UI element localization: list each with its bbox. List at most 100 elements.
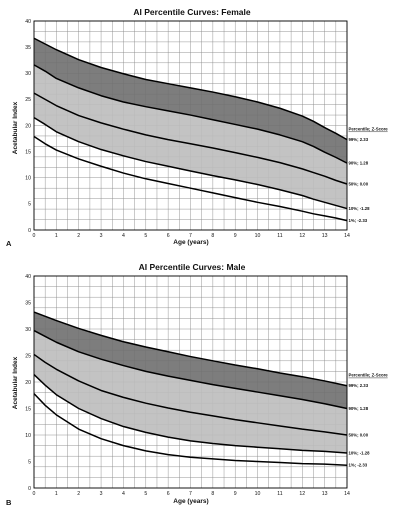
x-tick-label: 2: [77, 491, 80, 497]
x-tick-label: 11: [277, 491, 282, 497]
band-90-50: [34, 330, 347, 435]
x-tick-label: 8: [211, 491, 214, 497]
curve-p1: [33, 135, 348, 222]
series-label-p50: 50%; 0.00: [349, 182, 369, 187]
legend-header: Percentile; Z-Score: [349, 373, 389, 378]
x-tick-label: 2: [77, 233, 80, 239]
y-tick-label: 20: [25, 123, 31, 129]
y-tick-label: 30: [25, 327, 31, 333]
y-tick-label: 5: [28, 459, 31, 465]
x-tick-label: 8: [211, 233, 214, 239]
plot-frame: [33, 275, 348, 489]
x-tick-label: 5: [144, 491, 147, 497]
series-label-p10: 10%; -1.28: [349, 451, 371, 456]
band-50-10: [34, 354, 347, 454]
x-tick-label: 3: [100, 233, 103, 239]
y-tick-label: 30: [25, 71, 31, 77]
x-tick-label: 9: [234, 491, 237, 497]
curve-p99: [33, 37, 348, 141]
y-tick-label: 15: [25, 149, 31, 155]
series-label-p1: 1%; -2.33: [349, 218, 368, 223]
y-tick-label: 0: [28, 228, 31, 234]
x-tick-label: 4: [122, 491, 125, 497]
chart-title-male: AI Percentile Curves: Male: [139, 262, 246, 272]
curve-p50: [33, 353, 348, 436]
curve-p90: [33, 329, 348, 410]
curve-p10: [33, 374, 348, 454]
x-tick-label: 1: [55, 491, 58, 497]
x-ticks-female: 0 1 2 3 4 5 6 7 8 9 10 11 12 13 14: [33, 233, 350, 239]
legend-header: Percentile; Z-Score: [349, 127, 389, 132]
y-ticks-female: 0 5 10 15 20 25 30 35 40: [25, 19, 31, 234]
x-tick-label: 6: [167, 233, 170, 239]
series-labels-male: Percentile; Z-Score 99%; 2.33 90%; 1.28 50%…: [349, 373, 389, 468]
x-tick-label: 12: [299, 233, 305, 239]
y-tick-label: 25: [25, 353, 31, 359]
x-tick-label: 10: [255, 233, 261, 239]
panel-letter-b: B: [6, 498, 12, 507]
curve-p50: [33, 92, 348, 185]
x-tick-label: 1: [55, 233, 58, 239]
x-tick-label: 14: [344, 233, 350, 239]
x-tick-label: 14: [344, 491, 350, 497]
series-label-p1: 1%; -2.33: [349, 463, 368, 468]
x-tick-label: 9: [234, 233, 237, 239]
y-ticks-male: 0 5 10 15 20 25 30 35 40: [25, 274, 31, 492]
series-label-p50: 50%; 0.00: [349, 433, 369, 438]
curve-p99: [33, 311, 348, 387]
lines-male: [33, 311, 348, 466]
curve-p10: [33, 117, 348, 210]
y-tick-label: 0: [28, 486, 31, 492]
series-label-p99: 99%; 2.33: [349, 383, 369, 388]
y-axis-label-female: Acetabular Index: [12, 101, 19, 154]
y-tick-label: 35: [25, 300, 31, 306]
x-tick-label: 0: [33, 233, 36, 239]
chart-title-female: AI Percentile Curves: Female: [133, 7, 250, 17]
band-90-50: [34, 64, 347, 185]
frame-male: [33, 275, 348, 489]
x-axis-label-male: Age (years): [173, 498, 208, 505]
lines-female: [33, 37, 348, 222]
band-99-90: [34, 312, 347, 409]
x-tick-label: 13: [322, 233, 328, 239]
x-tick-label: 12: [299, 491, 305, 497]
x-tick-label: 3: [100, 491, 103, 497]
x-tick-label: 5: [144, 233, 147, 239]
x-tick-label: 7: [189, 233, 192, 239]
y-tick-label: 20: [25, 380, 31, 386]
x-ticks-male: 0 1 2 3 4 5 6 7 8 9 10 11 12 13 14: [33, 491, 350, 497]
x-tick-label: 10: [255, 491, 261, 497]
panel-letter-a: A: [6, 239, 12, 248]
y-tick-label: 35: [25, 45, 31, 51]
y-tick-label: 10: [25, 433, 31, 439]
x-tick-label: 6: [167, 491, 170, 497]
curve-p1: [33, 393, 348, 466]
panel-male: AI Percentile Curves: Male 0 1 2 3 4 5 6 7 8 9 10 1…: [6, 262, 388, 507]
series-label-p99: 99%; 2.33: [349, 137, 369, 142]
band-50-10: [34, 93, 347, 209]
x-axis-label-female: Age (years): [173, 239, 208, 246]
curve-p90: [33, 64, 348, 164]
x-tick-label: 0: [33, 491, 36, 497]
series-label-p90: 90%; 1.28: [349, 161, 369, 166]
y-tick-label: 25: [25, 97, 31, 103]
y-tick-label: 40: [25, 274, 31, 280]
y-tick-label: 10: [25, 176, 31, 182]
series-labels-female: Percentile; Z-Score 99%; 2.33 90%; 1.28 50%…: [349, 127, 389, 223]
plot-frame: [33, 20, 348, 231]
x-tick-label: 13: [322, 491, 328, 497]
series-label-p90: 90%; 1.28: [349, 406, 369, 411]
x-tick-label: 4: [122, 233, 125, 239]
frame-female: [33, 20, 348, 231]
x-tick-label: 11: [277, 233, 282, 239]
series-label-p10: 10%; -1.28: [349, 206, 371, 211]
y-tick-label: 5: [28, 202, 31, 208]
bands-male: [34, 312, 347, 454]
x-tick-label: 7: [189, 491, 192, 497]
y-tick-label: 15: [25, 406, 31, 412]
y-tick-label: 40: [25, 19, 31, 25]
y-axis-label-male: Acetabular Index: [12, 356, 19, 409]
